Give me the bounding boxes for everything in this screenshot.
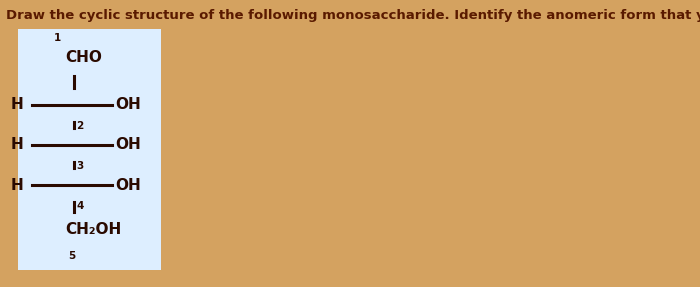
FancyBboxPatch shape bbox=[18, 29, 161, 270]
Text: H: H bbox=[10, 137, 23, 152]
Text: 4: 4 bbox=[76, 201, 84, 211]
Text: Draw the cyclic structure of the following monosaccharide. Identify the anomeric: Draw the cyclic structure of the followi… bbox=[6, 9, 700, 22]
Text: 1: 1 bbox=[54, 33, 61, 43]
Text: OH: OH bbox=[116, 97, 141, 112]
Text: H: H bbox=[10, 178, 23, 193]
Text: OH: OH bbox=[116, 137, 141, 152]
Text: 2: 2 bbox=[76, 121, 83, 131]
Text: CH₂OH: CH₂OH bbox=[65, 222, 121, 237]
Text: 5: 5 bbox=[68, 251, 75, 261]
Text: H: H bbox=[10, 97, 23, 112]
Text: 3: 3 bbox=[76, 161, 83, 171]
Text: OH: OH bbox=[116, 178, 141, 193]
Text: CHO: CHO bbox=[65, 50, 102, 65]
